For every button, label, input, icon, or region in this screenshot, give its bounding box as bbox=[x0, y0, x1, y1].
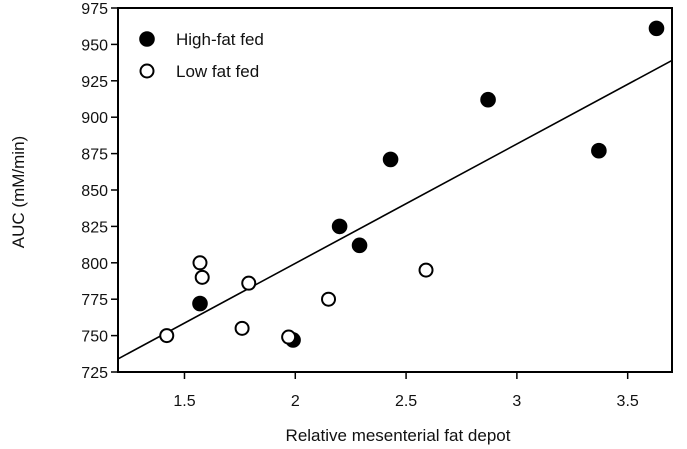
y-tick-label: 950 bbox=[81, 37, 108, 54]
y-tick-label: 775 bbox=[81, 292, 108, 309]
high-fat-point bbox=[480, 91, 496, 108]
x-tick-label: 2 bbox=[291, 393, 300, 410]
high-fat-point bbox=[382, 151, 399, 168]
y-tick-label: 850 bbox=[81, 183, 108, 200]
low-fat-point bbox=[241, 275, 257, 291]
y-axis-ticks: 725 750 775 800 825 850 875 900 925 950 975 bbox=[81, 1, 118, 382]
low-fat-point bbox=[192, 255, 208, 271]
x-tick-label: 1.5 bbox=[173, 393, 195, 410]
y-tick-label: 875 bbox=[81, 147, 108, 164]
high-fat-point bbox=[351, 237, 368, 254]
y-axis-title: AUC (mM/min) bbox=[9, 136, 28, 248]
data-marks bbox=[117, 20, 673, 360]
low-fat-point bbox=[281, 329, 297, 345]
regression-line bbox=[117, 59, 673, 360]
y-tick-label: 925 bbox=[81, 74, 108, 91]
legend-label-high-fat: High-fat fed bbox=[176, 30, 264, 49]
low-fat-point bbox=[234, 320, 250, 336]
y-tick-label: 900 bbox=[81, 110, 108, 127]
high-fat-point bbox=[192, 295, 208, 312]
x-axis-ticks: 1.5 2 2.5 3 3.5 bbox=[173, 372, 639, 410]
high-fat-point bbox=[331, 218, 348, 235]
x-tick-label: 2.5 bbox=[395, 393, 417, 410]
legend: High-fat fed Low fat fed bbox=[139, 30, 264, 81]
low-fat-point bbox=[321, 291, 337, 307]
low-fat-point bbox=[159, 328, 175, 344]
x-tick-label: 3 bbox=[512, 393, 521, 410]
x-tick-label: 3.5 bbox=[617, 393, 639, 410]
legend-marker-high-fat bbox=[139, 31, 155, 47]
legend-label-low-fat: Low fat fed bbox=[176, 62, 259, 81]
y-tick-label: 725 bbox=[81, 365, 108, 382]
high-fat-point bbox=[648, 20, 665, 37]
y-tick-label: 800 bbox=[81, 256, 108, 273]
y-tick-label: 750 bbox=[81, 329, 108, 346]
low-fat-point bbox=[418, 262, 434, 278]
low-fat-point bbox=[194, 269, 210, 285]
y-tick-label: 975 bbox=[81, 1, 108, 18]
x-axis-title: Relative mesenterial fat depot bbox=[286, 426, 511, 445]
high-fat-point bbox=[591, 142, 607, 159]
y-tick-label: 825 bbox=[81, 219, 108, 236]
legend-marker-low-fat bbox=[139, 63, 155, 79]
